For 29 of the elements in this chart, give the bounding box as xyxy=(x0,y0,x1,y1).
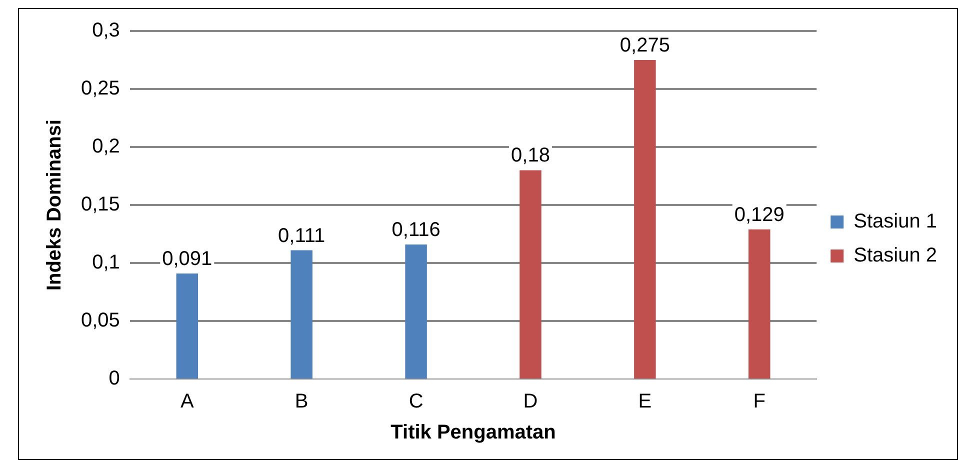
bar xyxy=(748,229,770,378)
x-tick-label: B xyxy=(294,390,308,413)
data-label: 0,111 xyxy=(278,224,326,247)
bar xyxy=(405,244,427,378)
bar xyxy=(290,250,312,378)
legend-label: Stasiun 1 xyxy=(854,210,937,233)
x-tick-label: D xyxy=(523,390,538,413)
y-tick-label: 0,15 xyxy=(80,194,120,216)
y-tick-label: 0,1 xyxy=(92,252,120,274)
legend-label: Stasiun 2 xyxy=(854,244,937,267)
data-label: 0,129 xyxy=(734,204,784,226)
y-axis-title: Indeks Dominansi xyxy=(44,119,66,291)
x-tick-label: C xyxy=(408,390,424,413)
bar xyxy=(634,60,656,378)
x-tick-label: F xyxy=(753,390,766,413)
data-label: 0,275 xyxy=(620,34,670,57)
x-tick-label: E xyxy=(638,390,652,413)
y-tick-label: 0,25 xyxy=(80,78,120,100)
data-label: 0,116 xyxy=(392,218,440,241)
x-axis-title: Titik Pengamatan xyxy=(390,422,556,444)
data-label: 0,091 xyxy=(162,248,212,270)
data-label: 0,18 xyxy=(511,144,550,167)
y-tick-label: 0 xyxy=(108,368,120,390)
y-tick-label: 0,2 xyxy=(92,136,120,158)
x-tick-label: A xyxy=(180,390,194,413)
y-tick-label: 0,3 xyxy=(92,20,120,42)
bar xyxy=(520,170,542,378)
bar xyxy=(176,273,198,378)
y-tick-label: 0,05 xyxy=(80,310,120,332)
